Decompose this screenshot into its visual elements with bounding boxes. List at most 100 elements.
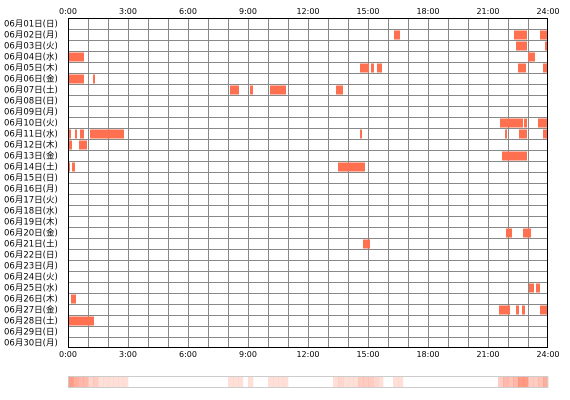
top-tick-label: 21:00 [476,7,499,16]
plot-border [68,18,548,348]
summary-bin [238,376,244,388]
row-label: 06月30日(月) [4,339,58,349]
activity-segment [68,316,94,326]
bottom-tick-label: 12:00 [296,350,319,359]
row-labels: 06月01日(日)06月02日(月)06月03日(火)06月04日(水)06月0… [4,20,58,349]
bottom-tick-label: 21:00 [476,350,499,359]
activity-segment [336,85,343,95]
summary-bin [73,376,79,388]
activity-segment [540,305,548,315]
summary-bin [113,376,119,388]
row-label: 06月16日(月) [4,185,58,195]
activity-segment [499,305,510,315]
summary-bin [533,376,539,388]
activity-segment [519,129,527,139]
row-label: 06月04日(水) [4,52,58,63]
summary-bin [518,376,524,388]
summary-bin [118,376,124,388]
summary-bin [103,376,109,388]
summary-bin [528,376,534,388]
summary-bin [358,376,364,388]
row-label: 06月02日(月) [4,31,58,41]
summary-bin [513,376,519,388]
row-label: 06月29日(日) [4,328,58,338]
activity-segment [371,63,374,73]
summary-bin [248,376,254,388]
top-tick-label: 9:00 [239,7,257,16]
top-tick-label: 24:00 [536,7,559,16]
row-label: 06月03日(火) [4,42,58,52]
grid-layer [68,18,548,348]
row-label: 06月09日(月) [4,108,58,118]
row-label: 06月12日(木) [4,140,58,151]
top-tick-label: 18:00 [416,7,439,16]
activity-segment [522,305,525,315]
summary-bin [343,376,349,388]
activity-segment [529,283,534,293]
summary-bin [68,376,74,388]
row-label: 06月19日(木) [4,217,58,228]
activity-segment [68,140,72,150]
activity-segment [270,85,286,95]
row-label: 06月05日(木) [4,63,58,74]
summary-bin [368,376,374,388]
row-label: 06月06日(金) [4,74,58,85]
activity-segment [71,294,76,304]
summary-bin [78,376,84,388]
top-tick-label: 0:00 [59,7,77,16]
activity-segment [394,30,400,40]
summary-bin [123,376,129,388]
row-label: 06月22日(日) [4,251,58,261]
row-label: 06月07日(土) [4,85,58,96]
summary-bin [283,376,289,388]
activity-segment [506,228,512,238]
summary-bin [278,376,284,388]
summary-background [68,376,548,388]
activity-segment [545,41,548,51]
chart-frame [68,18,548,348]
activity-segment [536,283,540,293]
summary-bin [398,376,404,388]
bottom-tick-label: 0:00 [59,350,77,359]
summary-bin [523,376,529,388]
activity-segment [68,52,84,62]
activity-segment [338,162,365,172]
row-label: 06月21日(土) [4,239,58,250]
activity-segment [377,63,382,73]
activity-segment [524,118,527,128]
activity-segment [502,151,527,161]
row-label: 06月13日(金) [4,151,58,162]
row-label: 06月08日(日) [4,97,58,107]
bottom-tick-label: 6:00 [179,350,197,359]
row-label: 06月18日(水) [4,206,58,217]
activity-segment [93,74,95,84]
bottom-tick-label: 24:00 [536,350,559,359]
activity-segment [360,129,362,139]
activity-segment [516,41,527,51]
summary-bin [338,376,344,388]
bottom-tick-label: 18:00 [416,350,439,359]
bottom-tick-label: 15:00 [356,350,379,359]
activity-segment [516,305,519,315]
summary-bin [373,376,379,388]
summary-border [68,376,548,388]
activity-segment [75,129,77,139]
summary-bin [543,376,549,388]
summary-bin [83,376,89,388]
row-label: 06月11日(水) [4,129,58,140]
bottom-tick-label: 3:00 [119,350,137,359]
activity-segment [538,118,547,128]
summary-bin [353,376,359,388]
summary-bin [348,376,354,388]
row-label: 06月10日(火) [4,119,58,129]
row-label: 06月26日(木) [4,294,58,305]
activity-segment [250,85,253,95]
summary-bin [268,376,274,388]
activity-segment [360,63,369,73]
summary-bin [378,376,384,388]
activity-segment [68,129,71,139]
row-label: 06月14日(土) [4,162,58,173]
summary-bin [273,376,279,388]
activity-segments [68,30,548,326]
